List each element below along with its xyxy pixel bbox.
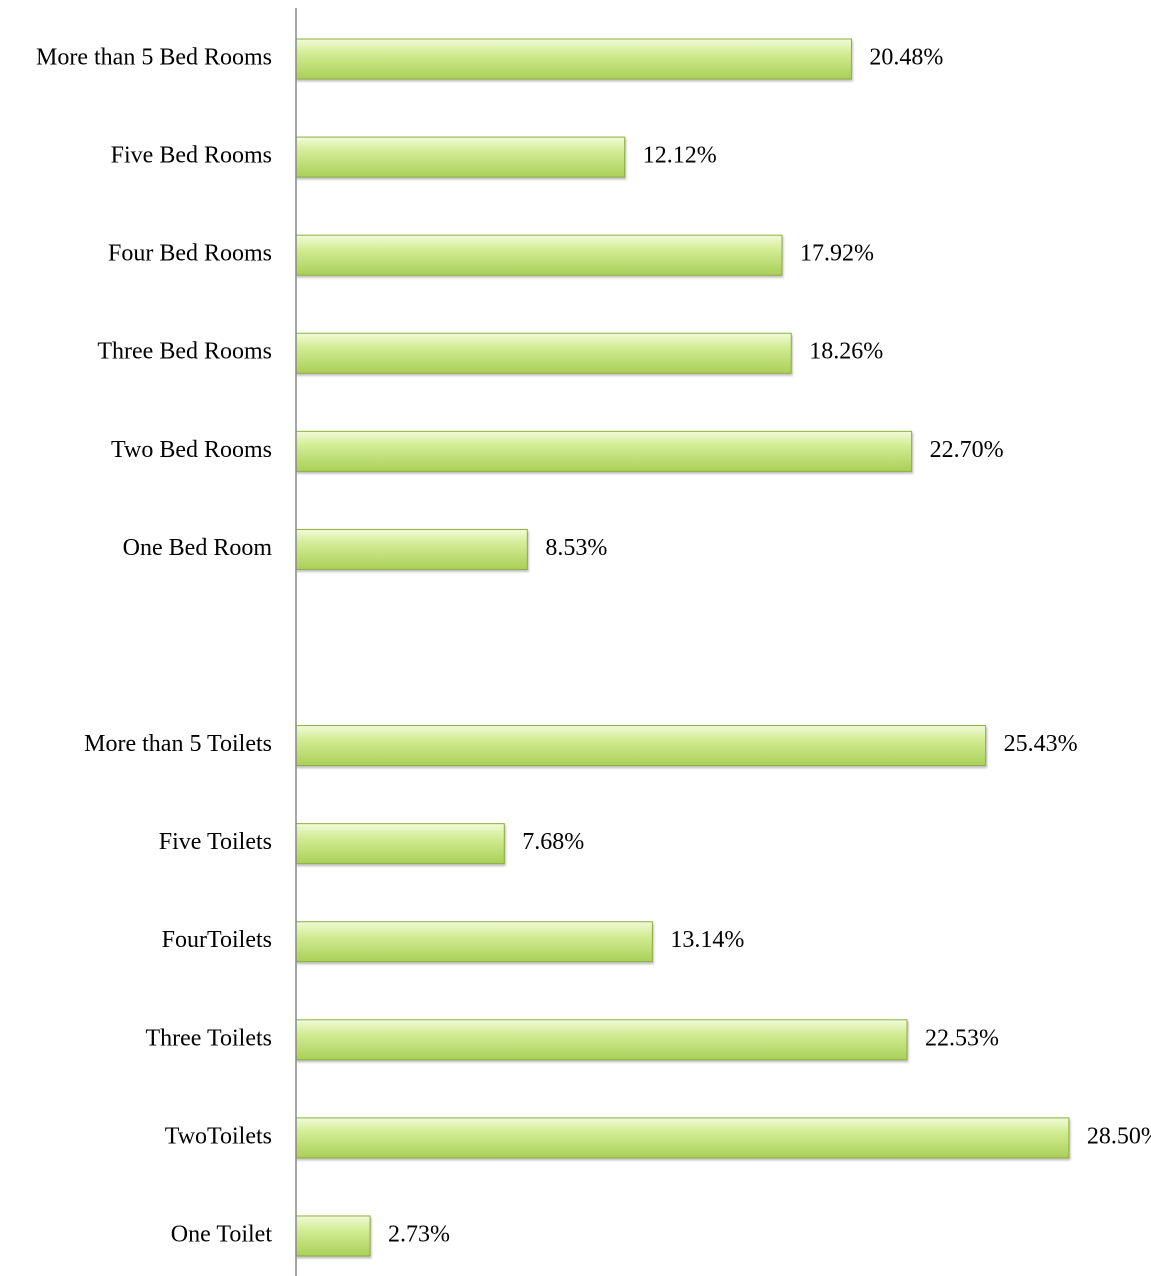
- bar: [295, 725, 987, 767]
- bar: [295, 332, 792, 374]
- value-label: 22.70%: [930, 437, 1004, 463]
- bar: [295, 1215, 371, 1257]
- bar: [295, 1019, 908, 1061]
- value-label: 18.26%: [809, 339, 883, 365]
- category-label: More than 5 Bed Rooms: [36, 45, 272, 71]
- category-label: Three Toilets: [145, 1025, 272, 1051]
- category-label: One Bed Room: [123, 535, 273, 561]
- value-label: 17.92%: [800, 241, 874, 267]
- category-label: FourToilets: [162, 927, 272, 953]
- value-label: 12.12%: [643, 143, 717, 169]
- bar: [295, 1117, 1070, 1159]
- category-label: Four Bed Rooms: [108, 241, 272, 267]
- bar: [295, 38, 852, 80]
- category-label: One Toilet: [171, 1221, 273, 1247]
- bar: [295, 823, 505, 865]
- category-label: TwoToilets: [165, 1123, 272, 1149]
- category-label: Five Toilets: [159, 829, 272, 855]
- value-label: 8.53%: [545, 535, 607, 561]
- category-label: Five Bed Rooms: [111, 143, 272, 169]
- category-label: Three Bed Rooms: [97, 339, 272, 365]
- bar: [295, 430, 913, 472]
- category-label: Two Bed Rooms: [111, 437, 272, 463]
- bar: [295, 921, 653, 963]
- bar: [295, 136, 626, 178]
- value-label: 25.43%: [1004, 731, 1078, 757]
- value-label: 13.14%: [670, 927, 744, 953]
- value-label: 2.73%: [388, 1221, 450, 1247]
- value-label: 22.53%: [925, 1025, 999, 1051]
- value-label: 28.50%: [1087, 1123, 1151, 1149]
- bar: [295, 234, 783, 276]
- value-label: 7.68%: [522, 829, 584, 855]
- bar: [295, 528, 528, 570]
- value-label: 20.48%: [869, 45, 943, 71]
- category-label: More than 5 Toilets: [84, 731, 272, 757]
